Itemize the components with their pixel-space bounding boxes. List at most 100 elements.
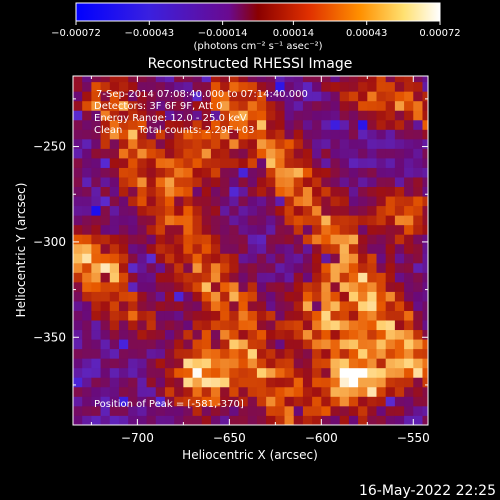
heatmap-cell (404, 291, 414, 302)
heatmap-cell (100, 81, 111, 92)
heatmap-cell (422, 405, 428, 416)
heatmap-cell (385, 196, 396, 207)
heatmap-cell (164, 196, 175, 207)
heatmap-cell (266, 377, 276, 388)
heatmap-cell (109, 253, 120, 264)
heatmap-cell (413, 291, 423, 302)
heatmap-cell (118, 329, 129, 340)
heatmap-cell (394, 291, 405, 302)
heatmap-cell (238, 215, 249, 226)
heatmap-cell (247, 129, 258, 140)
heatmap-cell (174, 367, 184, 378)
heatmap-cell (192, 205, 203, 216)
heatmap-cell (229, 396, 239, 407)
heatmap-cell (82, 110, 92, 121)
heatmap-cell (293, 253, 304, 264)
heatmap-cell (137, 91, 147, 102)
heatmap-cell (321, 234, 331, 245)
heatmap-cell (367, 91, 377, 102)
heatmap-cell (302, 215, 313, 226)
heatmap-cell (266, 215, 276, 226)
heatmap-cell (404, 215, 414, 226)
heatmap-cell (91, 377, 101, 388)
heatmap-cell (422, 320, 428, 331)
heatmap-cell (155, 243, 166, 254)
heatmap-cell (164, 329, 175, 340)
heatmap-cell (82, 262, 92, 273)
heatmap-cell (367, 367, 377, 378)
heatmap-cell (247, 110, 258, 121)
heatmap-cell (146, 215, 157, 226)
heatmap-cell (210, 281, 221, 292)
heatmap-cell (293, 348, 304, 359)
heatmap-cell (73, 76, 83, 83)
heatmap-cell (137, 291, 147, 302)
heatmap-cell (128, 243, 138, 254)
heatmap-cell (321, 186, 331, 197)
heatmap-cell (82, 91, 92, 102)
heatmap-cell (247, 272, 258, 283)
heatmap-cell (275, 396, 285, 407)
heatmap-cell (413, 100, 423, 111)
heatmap-cell (256, 167, 267, 178)
heatmap-cell (312, 377, 322, 388)
heatmap-cell (192, 100, 203, 111)
heatmap-cell (247, 291, 258, 302)
heatmap-cell (376, 158, 387, 168)
heatmap-cell (192, 110, 203, 121)
heatmap-cell (164, 386, 175, 397)
heatmap-cell (284, 405, 295, 416)
heatmap-cell (201, 138, 212, 149)
heatmap-cell (229, 177, 239, 188)
heatmap-cell (348, 339, 359, 350)
heatmap-cell (422, 167, 428, 178)
heatmap-cell (413, 119, 423, 130)
heatmap-cell (422, 272, 428, 283)
heatmap-cell (183, 138, 193, 149)
heatmap-cell (293, 76, 304, 83)
heatmap-cell (302, 405, 313, 416)
heatmap-cell (284, 186, 295, 197)
heatmap-cell (422, 348, 428, 359)
heatmap-cell (183, 358, 193, 369)
heatmap-cell (229, 253, 239, 264)
heatmap-cell (394, 196, 405, 207)
heatmap-cell (146, 224, 157, 235)
heatmap-cell (229, 415, 239, 425)
heatmap-cell (238, 377, 249, 388)
heatmap-cell (238, 177, 249, 188)
colorbar-unit-label: (photons cm⁻² s⁻¹ asec⁻²) (193, 41, 322, 52)
heatmap-cell (91, 205, 101, 216)
heatmap-cell (109, 196, 120, 207)
heatmap-cell (229, 234, 239, 245)
heatmap-cell (348, 262, 359, 273)
heatmap-cell (422, 110, 428, 121)
heatmap-cell (302, 348, 313, 359)
heatmap-cell (164, 253, 175, 264)
heatmap-cell (256, 291, 267, 302)
heatmap-cell (137, 177, 147, 188)
heatmap-cell (118, 215, 129, 226)
heatmap-cell (275, 348, 285, 359)
heatmap-cell (238, 367, 249, 378)
heatmap-cell (376, 320, 387, 331)
heatmap-cell (404, 224, 414, 235)
heatmap-cell (91, 138, 101, 149)
heatmap-cell (91, 234, 101, 245)
heatmap-cell (376, 148, 387, 159)
heatmap-cell (229, 158, 239, 168)
heatmap-cell (348, 100, 359, 111)
heatmap-cell (183, 167, 193, 178)
heatmap-cell (229, 329, 239, 340)
heatmap-cell (266, 91, 276, 102)
heatmap-cell (385, 272, 396, 283)
heatmap-cell (128, 76, 138, 83)
heatmap-cell (229, 224, 239, 235)
heatmap-cell (394, 148, 405, 159)
heatmap-cell (422, 91, 428, 102)
heatmap-cell (422, 415, 428, 425)
heatmap-cell (109, 158, 120, 168)
heatmap-cell (146, 177, 157, 188)
heatmap-cell (210, 91, 221, 102)
